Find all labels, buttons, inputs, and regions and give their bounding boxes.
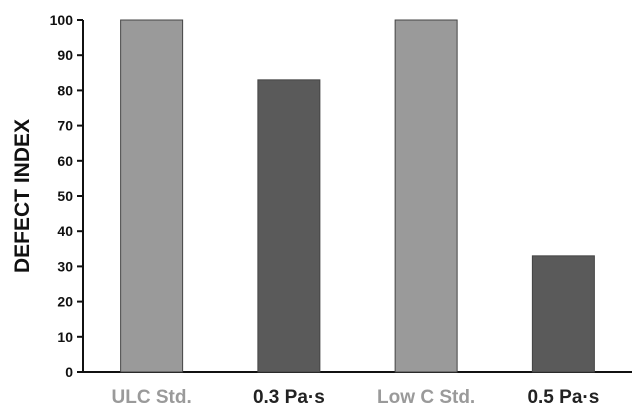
y-tick-label: 30	[57, 258, 73, 274]
x-tick-label: 0.3 Pa·s	[253, 387, 325, 408]
y-tick-label: 80	[57, 82, 73, 98]
bar	[257, 79, 321, 373]
y-tick-label: 70	[57, 118, 73, 134]
y-tick-label: 60	[57, 153, 73, 169]
x-tick-label: Low C Std.	[377, 387, 475, 408]
y-tick-label: 100	[50, 12, 74, 28]
bar	[531, 255, 595, 373]
y-tick-label: 90	[57, 47, 73, 63]
bar	[394, 19, 458, 373]
y-ticks: 0 10 20 30 40 50 60 70 80 90 100	[50, 12, 83, 380]
x-tick-label: 0.5 Pa·s	[527, 387, 599, 408]
y-tick-label: 50	[57, 188, 73, 204]
y-axis-title: DEFECT INDEX	[11, 119, 34, 273]
y-tick-label: 20	[57, 294, 73, 310]
y-tick-label: 0	[65, 364, 73, 380]
bar	[120, 19, 184, 373]
x-tick-label: ULC Std.	[112, 387, 192, 408]
y-tick-label: 10	[57, 329, 73, 345]
bars	[120, 19, 595, 373]
x-tick-labels: ULC Std. 0.3 Pa·s Low C Std. 0.5 Pa·s	[112, 387, 600, 408]
y-tick-label: 40	[57, 223, 73, 239]
